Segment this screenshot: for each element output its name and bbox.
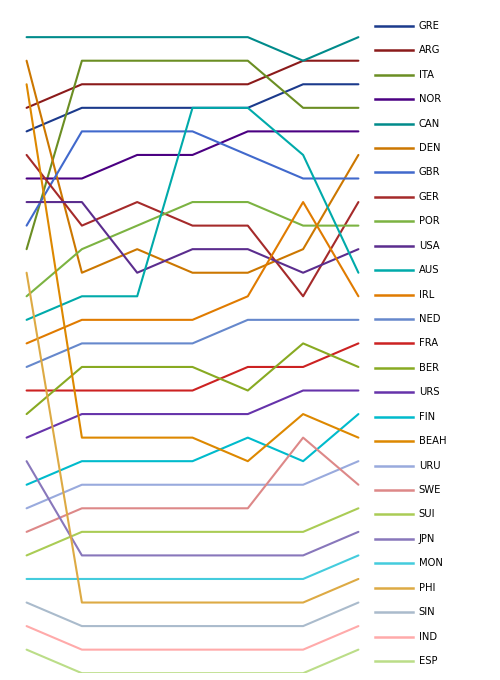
Text: ARG: ARG [419,46,440,55]
Text: ITA: ITA [419,69,434,80]
Text: DEN: DEN [419,143,440,153]
Text: NED: NED [419,314,440,324]
Text: BEAH: BEAH [419,436,446,446]
Text: GER: GER [419,192,440,202]
Text: CAN: CAN [419,118,440,129]
Text: USA: USA [419,241,440,251]
Text: GRE: GRE [419,21,440,31]
Text: URS: URS [419,387,440,397]
Text: URU: URU [419,460,440,471]
Text: MON: MON [419,558,442,568]
Text: JPN: JPN [419,534,435,544]
Text: AUS: AUS [419,265,440,275]
Text: POR: POR [419,216,440,226]
Text: GBR: GBR [419,167,440,177]
Text: BER: BER [419,363,439,373]
Text: IRL: IRL [419,290,434,300]
Text: SWE: SWE [419,485,441,495]
Text: IND: IND [419,632,437,641]
Text: PHI: PHI [419,583,435,593]
Text: SIN: SIN [419,607,436,617]
Text: ESP: ESP [419,656,437,666]
Text: FRA: FRA [419,339,438,348]
Text: SUI: SUI [419,509,435,520]
Text: NOR: NOR [419,94,441,104]
Text: FIN: FIN [419,411,435,422]
